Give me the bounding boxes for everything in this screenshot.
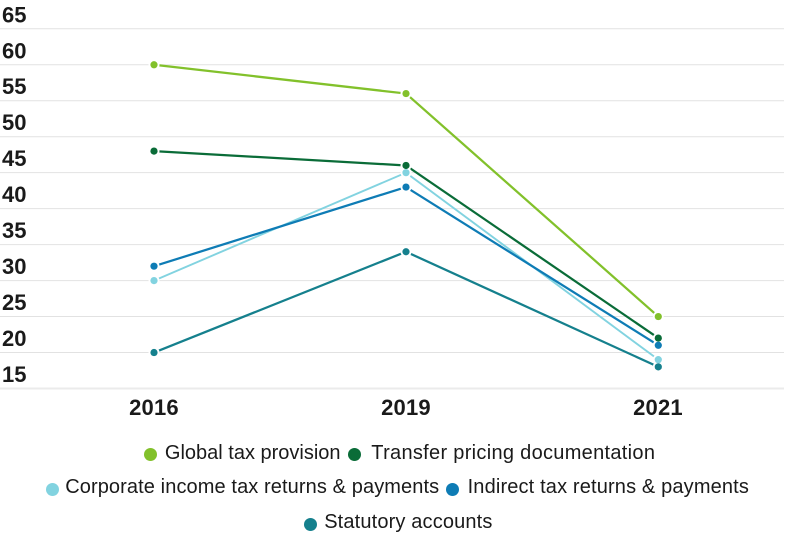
svg-text:35: 35 <box>2 218 26 243</box>
svg-text:2016: 2016 <box>129 395 179 420</box>
svg-text:2021: 2021 <box>633 395 683 420</box>
svg-text:60: 60 <box>2 38 26 63</box>
svg-text:20: 20 <box>2 326 26 351</box>
svg-text:25: 25 <box>2 290 26 315</box>
svg-text:45: 45 <box>2 146 26 171</box>
svg-text:2019: 2019 <box>381 395 431 420</box>
svg-text:30: 30 <box>2 254 26 279</box>
svg-text:55: 55 <box>2 74 26 99</box>
svg-text:50: 50 <box>2 110 26 135</box>
svg-text:65: 65 <box>2 2 26 27</box>
svg-text:15: 15 <box>2 362 26 387</box>
svg-text:40: 40 <box>2 182 26 207</box>
